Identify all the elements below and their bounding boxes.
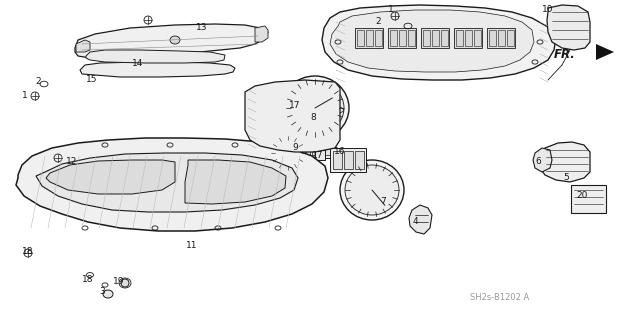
Text: 2: 2 xyxy=(375,18,381,26)
Polygon shape xyxy=(80,62,235,77)
Bar xyxy=(432,30,439,46)
Text: 1: 1 xyxy=(388,5,394,14)
Polygon shape xyxy=(86,50,225,63)
Ellipse shape xyxy=(345,165,399,215)
Polygon shape xyxy=(330,10,534,72)
Bar xyxy=(390,30,397,46)
Polygon shape xyxy=(76,40,90,52)
Bar xyxy=(454,28,482,48)
Bar xyxy=(344,151,353,169)
Text: 17: 17 xyxy=(289,100,301,109)
Bar xyxy=(366,30,373,46)
Polygon shape xyxy=(547,5,590,50)
Bar xyxy=(456,30,463,46)
Bar xyxy=(355,28,383,48)
Text: 18: 18 xyxy=(22,248,34,256)
Bar xyxy=(357,30,364,46)
Text: 20: 20 xyxy=(576,190,588,199)
Text: 1: 1 xyxy=(22,91,28,100)
Text: 12: 12 xyxy=(67,158,77,167)
Text: 5: 5 xyxy=(563,174,569,182)
Text: 15: 15 xyxy=(86,76,98,85)
Polygon shape xyxy=(409,205,432,234)
Bar xyxy=(487,28,515,48)
Text: FR.: FR. xyxy=(554,48,576,61)
Bar xyxy=(441,30,448,46)
Polygon shape xyxy=(596,44,614,60)
Bar xyxy=(465,30,472,46)
Bar xyxy=(333,151,342,169)
Text: 19: 19 xyxy=(113,278,125,286)
Ellipse shape xyxy=(281,76,349,140)
Bar xyxy=(324,133,334,155)
Bar xyxy=(315,150,325,160)
Bar xyxy=(295,130,335,158)
Ellipse shape xyxy=(170,36,180,44)
Bar xyxy=(423,30,430,46)
Bar xyxy=(303,100,313,110)
Bar xyxy=(300,133,310,155)
Text: 7: 7 xyxy=(380,197,386,206)
Text: 4: 4 xyxy=(412,218,418,226)
Ellipse shape xyxy=(340,160,404,220)
Text: 3: 3 xyxy=(99,287,105,296)
Bar xyxy=(355,151,364,169)
Polygon shape xyxy=(322,5,556,80)
Polygon shape xyxy=(255,26,268,42)
Bar xyxy=(388,28,416,48)
Text: 16: 16 xyxy=(334,147,346,157)
Bar xyxy=(507,30,514,46)
Ellipse shape xyxy=(286,81,344,135)
Bar xyxy=(421,28,449,48)
Text: 18: 18 xyxy=(83,276,93,285)
Text: 2: 2 xyxy=(35,78,41,86)
Text: 6: 6 xyxy=(535,158,541,167)
Polygon shape xyxy=(540,142,590,182)
Text: 14: 14 xyxy=(132,58,144,68)
Bar xyxy=(408,30,415,46)
Text: SH2s-B1202 A: SH2s-B1202 A xyxy=(470,293,530,302)
Polygon shape xyxy=(36,153,298,212)
Bar xyxy=(474,30,481,46)
Text: 17: 17 xyxy=(312,151,324,160)
Ellipse shape xyxy=(103,290,113,298)
Bar xyxy=(375,30,382,46)
Ellipse shape xyxy=(270,135,306,171)
Polygon shape xyxy=(185,160,286,204)
Polygon shape xyxy=(75,24,268,58)
Text: 13: 13 xyxy=(196,24,208,33)
Polygon shape xyxy=(16,138,328,231)
Bar xyxy=(399,30,406,46)
Bar xyxy=(489,30,496,46)
Bar xyxy=(330,148,366,172)
Polygon shape xyxy=(533,148,552,172)
Bar xyxy=(571,185,606,213)
Text: 10: 10 xyxy=(542,5,554,14)
Text: 8: 8 xyxy=(310,114,316,122)
Polygon shape xyxy=(46,160,175,194)
Ellipse shape xyxy=(121,279,129,287)
Bar xyxy=(498,30,505,46)
Polygon shape xyxy=(245,80,340,152)
Text: 11: 11 xyxy=(186,241,198,249)
Bar xyxy=(312,133,322,155)
Text: 9: 9 xyxy=(292,144,298,152)
